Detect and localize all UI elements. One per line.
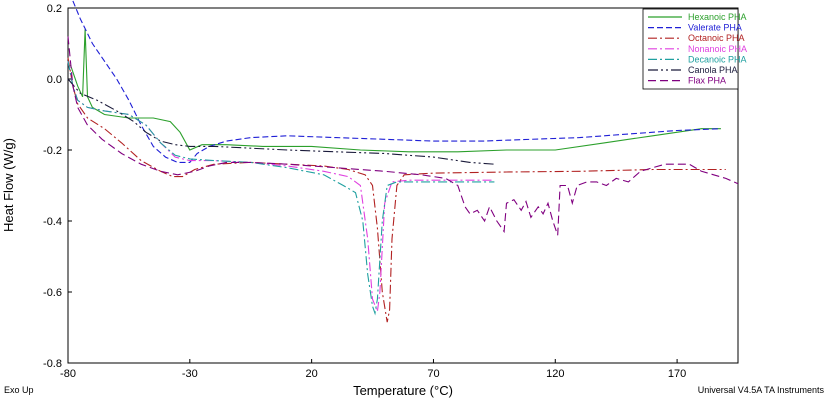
y-tick-label: -0.6 [43, 287, 62, 299]
legend-label: Nonanoic PHA [688, 44, 747, 54]
footer-right: Universal V4.5A TA Instruments [698, 385, 825, 395]
x-axis-label: Temperature (°C) [353, 383, 453, 398]
legend-label: Hexanoic PHA [688, 12, 747, 22]
series-line-canola-pha [67, 78, 495, 165]
legend-box [642, 8, 739, 90]
y-axis-ticks: 0.2 0.0 -0.2 -0.4 -0.6 -0.8 [43, 3, 72, 370]
legend-label: Flax PHA [688, 76, 726, 86]
x-tick-label: 170 [668, 368, 686, 380]
y-tick-label: -0.8 [43, 358, 62, 370]
legend-label: Canola PHA [688, 65, 738, 75]
x-tick-label: 70 [427, 368, 439, 380]
y-tick-label: 0.2 [47, 3, 62, 15]
y-tick-label: -0.4 [43, 216, 62, 228]
x-tick-label: -30 [182, 368, 198, 380]
x-tick-label: 120 [546, 368, 564, 380]
series-line-nonanoic-pha [67, 61, 495, 312]
legend-label: Octanoic PHA [688, 33, 745, 43]
series-line-valerate-pha [72, 0, 721, 163]
series-line-hexanoic-pha [69, 29, 721, 153]
y-tick-label: -0.2 [43, 145, 62, 157]
y-tick-label: 0.0 [47, 74, 62, 86]
series-layer [67, 0, 739, 323]
footer-left: Exo Up [4, 385, 34, 395]
series-line-flax-pha [67, 36, 739, 236]
x-tick-label: 20 [306, 368, 318, 380]
series-line-octanoic-pha [67, 57, 726, 323]
x-axis-ticks: -80 -30 20 70 120 170 [60, 359, 686, 380]
plot-frame [67, 7, 739, 364]
x-tick-label: -80 [60, 368, 76, 380]
y-axis-label: Heat Flow (W/g) [1, 138, 16, 232]
series-line-decanoic-pha [67, 61, 495, 316]
legend-label: Decanoic PHA [688, 54, 747, 64]
legend-label: Valerate PHA [688, 23, 742, 33]
